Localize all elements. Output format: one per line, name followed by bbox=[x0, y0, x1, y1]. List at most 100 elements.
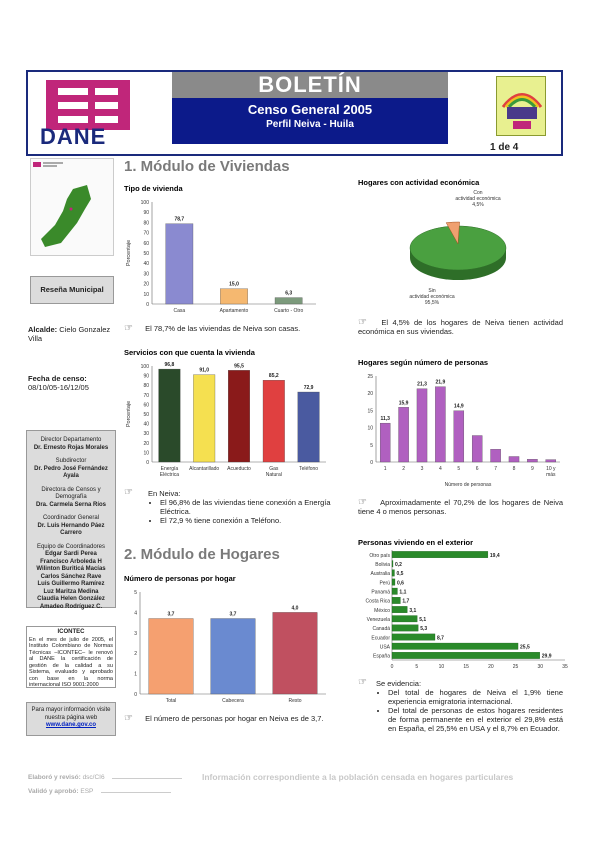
x-tick-label: 25 bbox=[513, 664, 519, 670]
y-tick-label: 10 bbox=[367, 426, 373, 432]
pointing-hand-icon: ☞ bbox=[358, 677, 367, 688]
y-tick-label: Venezuela bbox=[367, 617, 391, 623]
data-label: 3,1 bbox=[409, 608, 416, 614]
y-tick-label: 20 bbox=[143, 282, 149, 288]
x-tick-label: Apartamento bbox=[220, 308, 249, 314]
y-tick-label: 0 bbox=[370, 460, 373, 466]
y-axis-label: Porcentaje bbox=[126, 240, 132, 266]
personas-hogar-note: ☞ El número de personas por hogar en Nei… bbox=[124, 713, 324, 724]
personas-hogar-title: Número de personas por hogar bbox=[124, 574, 236, 583]
data-label: 3,7 bbox=[230, 612, 237, 618]
elaboro-line: Elaboró y revisó: dsc/CI6 bbox=[28, 774, 183, 781]
neiva-map bbox=[33, 162, 91, 247]
data-label: 95,5 bbox=[234, 363, 244, 369]
bar bbox=[272, 612, 318, 695]
bar bbox=[391, 633, 436, 641]
exterior-title: Personas viviendo en el exterior bbox=[358, 538, 474, 547]
valido-line: Validó y aprobó: ESP bbox=[28, 788, 172, 795]
list-item: Del total de personas de estos hogares r… bbox=[388, 706, 563, 733]
y-tick-label: Costa Rica bbox=[366, 599, 391, 605]
y-axis-label: Porcentaje bbox=[126, 401, 132, 427]
y-tick-label: 10 bbox=[143, 450, 149, 456]
servicios-note: ☞ En Neiva: El 96,8% de las viviendas ti… bbox=[124, 487, 339, 526]
bar bbox=[391, 652, 540, 659]
y-tick-label: 1 bbox=[134, 672, 137, 678]
x-tick-label: 35 bbox=[562, 664, 568, 670]
web-link[interactable]: www.dane.gov.co bbox=[45, 722, 96, 728]
list-item: El 96,8% de las viviendas tiene conexión… bbox=[160, 498, 339, 516]
y-tick-label: Panamá bbox=[371, 589, 390, 595]
servicios-title: Servicios con que cuenta la vivienda bbox=[124, 348, 255, 357]
pie-slice bbox=[445, 221, 460, 245]
data-label: 5,3 bbox=[420, 626, 427, 632]
data-label: 1,1 bbox=[399, 589, 406, 595]
data-label: 21,9 bbox=[436, 380, 446, 386]
data-label: 5,1 bbox=[419, 617, 426, 623]
y-tick-label: 80 bbox=[143, 220, 149, 226]
y-tick-label: 60 bbox=[143, 241, 149, 247]
hogares-actividad-title: Hogares con actividad económica bbox=[358, 178, 480, 187]
bar bbox=[391, 597, 401, 604]
y-tick-label: 4 bbox=[134, 610, 137, 616]
y-tick-label: 0 bbox=[134, 692, 137, 698]
data-label: 6,3 bbox=[285, 291, 292, 297]
y-tick-label: 40 bbox=[143, 422, 149, 428]
hogares-personas-chart: 0 5 10 15 20 25 11,3 1 15,9 2 21,3 3 21,9 4 14,9 5 6 7 8 9 1… bbox=[367, 374, 560, 488]
y-tick-label: Otro país bbox=[369, 553, 390, 559]
staff-role: Director Departamento bbox=[40, 437, 102, 443]
list-item: Del total de hogares de Neiva el 1,9% ti… bbox=[388, 688, 563, 706]
staff-role: Subdirector bbox=[55, 458, 87, 464]
y-tick-label: Ecuador bbox=[371, 635, 390, 641]
data-label: 0,2 bbox=[395, 562, 402, 568]
x-tick-label: 0 bbox=[391, 664, 394, 670]
bar bbox=[220, 288, 248, 305]
data-label: 8,7 bbox=[437, 635, 444, 641]
staff-name: Dra. Carmela Serna Ríos bbox=[35, 501, 107, 508]
tipo-vivienda-chart: 0 10 20 30 40 50 60 70 80 90 100 Porcentaje 78,7 Casa… bbox=[126, 200, 316, 314]
pie-label: actividad económica bbox=[455, 196, 501, 202]
y-tick-label: Australia bbox=[371, 571, 391, 577]
x-tick-label: 20 bbox=[488, 664, 494, 670]
bar bbox=[148, 618, 194, 695]
y-tick-label: 5 bbox=[134, 590, 137, 596]
icontec-text: En el mes de julio de 2005, el Instituto… bbox=[29, 636, 113, 689]
bar bbox=[416, 388, 428, 463]
list-item: El 72,9 % tiene conexión a Teléfono. bbox=[160, 516, 339, 525]
y-tick-label: 2 bbox=[134, 651, 137, 657]
pointing-hand-icon: ☞ bbox=[358, 497, 367, 508]
x-tick-label: Cabecera bbox=[222, 698, 244, 704]
fecha-censo: Fecha de censo: 08/10/05-16/12/05 bbox=[28, 374, 120, 392]
x-tick-label: Eléctrica bbox=[160, 472, 179, 478]
x-tick-label: Total bbox=[166, 698, 177, 704]
bar bbox=[398, 407, 409, 463]
data-label: 0,6 bbox=[397, 580, 404, 586]
tipo-vivienda-title: Tipo de vivienda bbox=[124, 184, 183, 193]
staff-role: Coordinador General bbox=[42, 515, 100, 521]
x-tick-label: Cuarto - Otro bbox=[274, 308, 303, 314]
x-tick-label: Casa bbox=[173, 308, 185, 314]
x-tick-label: Resto bbox=[288, 698, 301, 704]
y-tick-label: España bbox=[373, 654, 390, 660]
y-tick-label: 30 bbox=[143, 271, 149, 277]
y-tick-label: 0 bbox=[146, 460, 149, 466]
bar bbox=[490, 449, 501, 463]
pointing-hand-icon: ☞ bbox=[124, 487, 133, 498]
y-tick-label: 90 bbox=[143, 210, 149, 216]
y-tick-label: 90 bbox=[143, 374, 149, 380]
x-tick-label: Energía bbox=[161, 466, 179, 472]
pie-label: Sin bbox=[428, 288, 435, 294]
staff-name: Dr. Pedro José Fernández Ayala bbox=[34, 465, 108, 480]
y-tick-label: 60 bbox=[143, 402, 149, 408]
y-tick-label: 0 bbox=[146, 302, 149, 308]
data-label: 15,0 bbox=[229, 282, 239, 288]
x-tick-label: Alcantarillado bbox=[189, 466, 219, 472]
data-label: 19,4 bbox=[490, 553, 500, 559]
x-tick-label: 3 bbox=[421, 466, 424, 472]
y-tick-label: 3 bbox=[134, 631, 137, 637]
header-frame bbox=[26, 70, 563, 156]
y-tick-label: USA bbox=[380, 644, 391, 650]
bar bbox=[527, 459, 538, 463]
staff-role: Directora de Censos y Demografía bbox=[41, 486, 101, 501]
fecha-value: 08/10/05-16/12/05 bbox=[28, 383, 89, 392]
x-tick-label: más bbox=[546, 472, 556, 478]
